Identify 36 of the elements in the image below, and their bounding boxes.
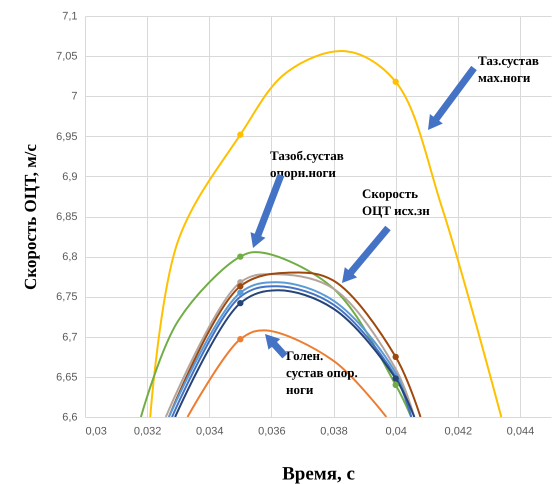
point [237, 132, 244, 138]
y-tick-label: 6,6 [62, 412, 78, 424]
point [237, 283, 244, 290]
line-series [186, 329, 388, 417]
point [237, 290, 244, 296]
annotation: Скорость ОЦТ исх.зн [362, 186, 430, 218]
point [237, 336, 244, 342]
x-tick-label: 0,036 [258, 426, 286, 438]
y-tick-label: 6,95 [56, 130, 78, 143]
point [237, 253, 244, 260]
x-tick-label: 0,032 [134, 426, 162, 438]
x-tick-label: 0,042 [444, 426, 472, 438]
y-tick-label: 6,65 [56, 371, 78, 384]
y-tick-label: 6,8 [62, 251, 78, 264]
x-axis-title: Время, с [282, 464, 355, 484]
point [392, 354, 399, 360]
y-tick-label: 7,1 [62, 10, 78, 22]
x-tick-label: 0,03 [86, 426, 107, 438]
y-axis-title: Скорость ОЦТ, м/с [21, 144, 40, 290]
point [392, 78, 399, 85]
x-tick-label: 0,034 [196, 426, 224, 438]
x-tick-label: 0,038 [320, 426, 348, 438]
line-series [140, 251, 412, 417]
y-tick-label: 6,75 [56, 291, 78, 304]
point [237, 300, 244, 306]
x-tick-label: 0,044 [506, 426, 534, 438]
y-tick-label: 6,85 [56, 211, 78, 223]
y-tick-label: 6,9 [62, 170, 78, 183]
point [392, 375, 399, 382]
annotation: Таз.сустав мах.ноги [478, 53, 539, 85]
y-tick-label: 7 [71, 90, 78, 103]
point [392, 382, 399, 388]
y-tick-label: 6,7 [62, 331, 78, 344]
x-tick-label: 0,04 [385, 426, 407, 438]
y-tick-label: 7,05 [56, 50, 78, 63]
annotation: Тазоб.сустав опорн.ноги [270, 148, 344, 180]
